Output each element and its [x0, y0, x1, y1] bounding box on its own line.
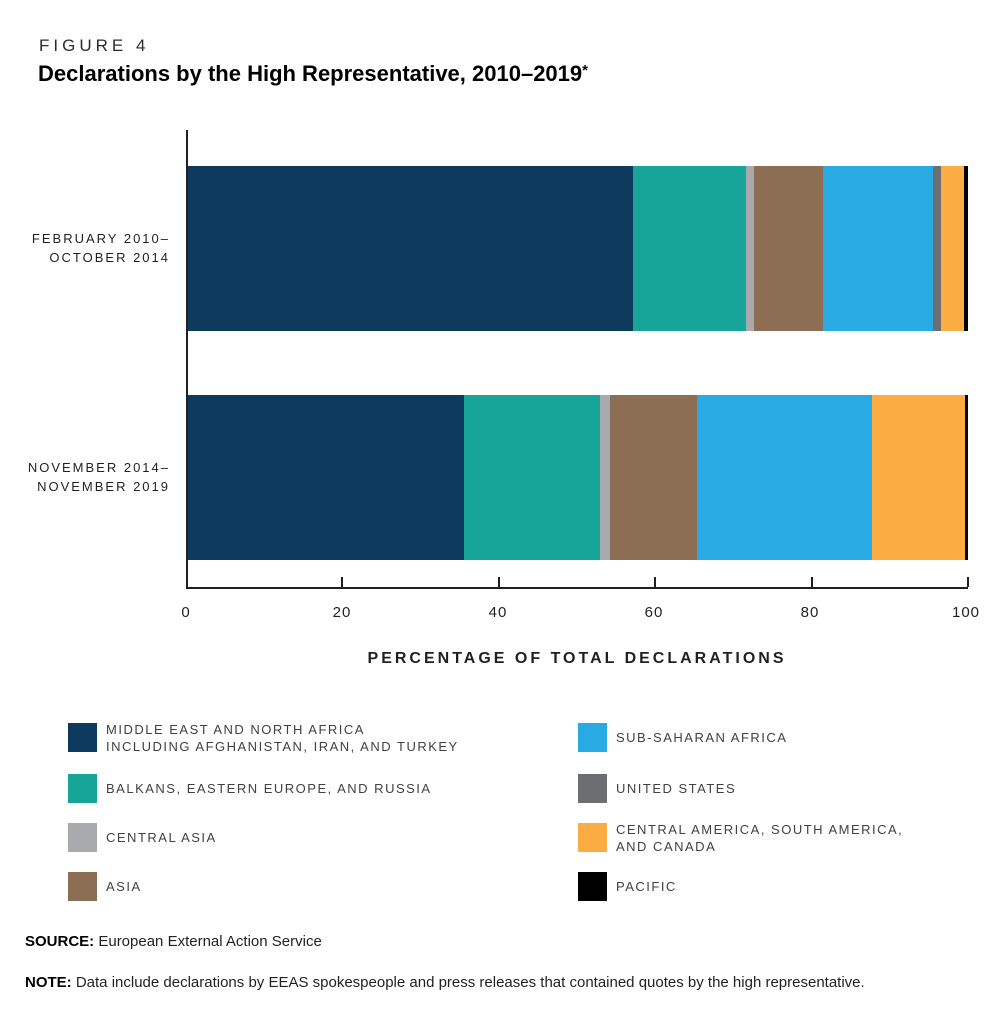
bar-segment — [754, 166, 823, 331]
legend-swatch — [68, 872, 97, 901]
stacked-bar — [188, 395, 968, 560]
legend-swatch — [68, 774, 97, 803]
x-tick — [810, 577, 813, 587]
source-line: SOURCE: European External Action Service — [25, 933, 322, 950]
legend-label: CENTRAL AMERICA, SOUTH AMERICA, AND CANAD… — [616, 821, 904, 854]
figure-number: FIGURE 4 — [39, 36, 150, 55]
bar-segment — [822, 166, 933, 331]
plot-area — [186, 130, 969, 589]
legend-label: SUB-SAHARAN AFRICA — [616, 730, 788, 745]
legend-label: PACIFIC — [616, 879, 677, 894]
legend-swatch — [578, 872, 607, 901]
figure-title-text: Declarations by the High Representative,… — [38, 61, 583, 86]
x-tick-label: 100 — [951, 604, 981, 621]
bar-segment — [464, 395, 600, 560]
bar-segment — [932, 166, 941, 331]
x-tick-label: 80 — [800, 604, 820, 621]
legend-label: MIDDLE EAST AND NORTH AFRICA INCLUDING AF… — [106, 721, 459, 754]
bar-segment — [745, 166, 755, 331]
bar-segment — [188, 166, 633, 331]
bar-segment — [964, 395, 968, 560]
legend-label: UNITED STATES — [616, 781, 737, 796]
x-tick — [654, 577, 657, 587]
x-tick-label: 20 — [332, 604, 352, 621]
legend-label: BALKANS, EASTERN EUROPE, AND RUSSIA — [106, 781, 432, 796]
category-label: FEBRUARY 2010– OCTOBER 2014 — [31, 231, 170, 265]
category-label: NOVEMBER 2014– NOVEMBER 2019 — [27, 460, 170, 494]
x-tick — [497, 577, 500, 587]
y-axis-line — [186, 130, 188, 589]
legend-swatch — [68, 723, 97, 752]
x-axis-line — [186, 587, 968, 589]
x-tick — [967, 577, 969, 587]
source-label: SOURCE: — [25, 933, 95, 950]
x-tick-label: 60 — [644, 604, 664, 621]
figure-title-asterisk: * — [582, 62, 588, 79]
legend-swatch — [578, 823, 607, 852]
bar-segment — [964, 166, 968, 331]
note-label: NOTE: — [25, 974, 72, 991]
legend-swatch — [578, 723, 607, 752]
x-tick-label: 40 — [488, 604, 508, 621]
x-tick-label: 0 — [181, 604, 191, 621]
legend-swatch — [578, 774, 607, 803]
legend-label: CENTRAL ASIA — [106, 830, 217, 845]
bar-segment — [188, 395, 465, 560]
source-text: European External Action Service — [98, 933, 322, 950]
x-tick — [341, 577, 344, 587]
x-axis-title: PERCENTAGE OF TOTAL DECLARATIONS — [367, 650, 787, 667]
legend-label: ASIA — [106, 879, 142, 894]
stacked-bar — [188, 166, 968, 331]
legend-swatch — [68, 823, 97, 852]
note-text: Data include declarations by EEAS spokes… — [75, 974, 865, 991]
bar-segment — [940, 166, 965, 331]
figure-title: Declarations by the High Representative,… — [38, 61, 588, 87]
bar-segment — [599, 395, 610, 560]
bar-segment — [609, 395, 698, 560]
note-line: NOTE: Data include declarations by EEAS … — [25, 974, 975, 991]
bar-segment — [872, 395, 965, 560]
bar-segment — [632, 166, 746, 331]
bar-segment — [697, 395, 873, 560]
